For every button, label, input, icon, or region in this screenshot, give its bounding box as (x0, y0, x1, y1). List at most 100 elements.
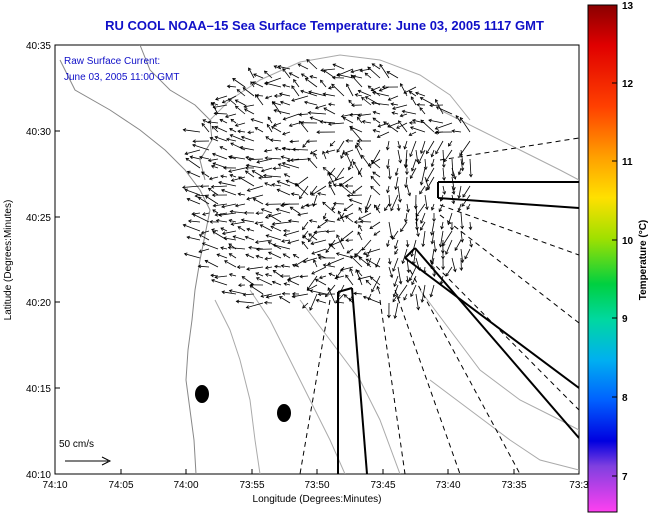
current-vector-head (230, 178, 235, 182)
current-vector (451, 167, 456, 180)
current-vector (445, 266, 453, 277)
current-vector-head (466, 206, 470, 210)
current-vector-head (331, 83, 335, 88)
current-vector-head (435, 98, 439, 103)
current-vector-head (248, 245, 252, 250)
current-vector (301, 73, 309, 79)
current-vector-head (232, 78, 236, 82)
current-vector-head (404, 164, 408, 169)
scale-arrowhead (101, 456, 112, 466)
current-vector (345, 152, 354, 169)
current-vector (358, 90, 372, 97)
current-vector-head (234, 99, 239, 103)
current-vector-head (357, 89, 362, 94)
current-vector-head (354, 93, 359, 97)
current-vector-head (242, 87, 247, 91)
current-vector-head (258, 175, 262, 180)
current-vector (298, 120, 309, 133)
current-vector-head (357, 231, 361, 236)
current-vector (438, 203, 444, 212)
current-vector (215, 275, 228, 278)
current-vector-head (324, 293, 329, 298)
x-tick-label: 73:55 (239, 480, 264, 491)
current-vector-head (332, 201, 337, 206)
current-vector-head (186, 197, 191, 202)
current-vector-head (274, 264, 278, 269)
current-vector-head (273, 108, 278, 113)
current-vector-head (322, 166, 327, 171)
current-vector (282, 68, 291, 79)
current-vector (340, 266, 354, 271)
current-vector-head (228, 218, 233, 223)
current-vector (233, 236, 246, 241)
current-vector-head (460, 225, 464, 230)
current-vector (369, 221, 381, 229)
current-vector-head (267, 214, 272, 218)
current-vector (246, 302, 264, 309)
current-vector-head (406, 269, 411, 274)
current-vector-head (215, 96, 219, 101)
current-vector (187, 198, 201, 205)
current-vector (448, 140, 453, 147)
current-vector (466, 203, 471, 210)
current-vector (255, 221, 264, 224)
current-vector (205, 260, 219, 268)
current-vector (342, 149, 354, 155)
current-vector (184, 253, 201, 259)
current-vector (249, 285, 264, 295)
current-vector-head (286, 158, 291, 163)
current-vector-head (357, 113, 361, 118)
current-vector (392, 293, 399, 302)
current-vector (300, 90, 318, 97)
current-vector-head (260, 208, 265, 212)
current-vector (388, 95, 399, 101)
current-vector (310, 185, 318, 195)
current-vector-head (336, 73, 341, 77)
current-vector-head (246, 196, 251, 201)
current-vector-head (304, 77, 309, 82)
current-vector-head (291, 85, 295, 89)
current-vector-head (204, 259, 209, 264)
current-vector (281, 239, 291, 242)
current-vector (218, 181, 237, 187)
current-vector-head (241, 276, 246, 280)
current-vector-head (403, 90, 408, 94)
current-vector (284, 283, 291, 286)
current-vector-head (246, 267, 250, 271)
current-vector (235, 99, 246, 106)
current-vector-head (435, 150, 439, 155)
current-vector (398, 120, 408, 133)
current-vector-head (404, 184, 408, 189)
current-vector (198, 248, 210, 253)
current-vector-head (298, 112, 302, 117)
current-vector-head (429, 103, 433, 108)
current-vector (350, 127, 363, 142)
y-tick-label: 40:10 (26, 470, 51, 481)
current-vector (307, 284, 318, 291)
current-vector (392, 104, 408, 110)
current-vector-head (311, 271, 315, 275)
current-vector-head (349, 297, 353, 302)
current-vector-head (279, 274, 284, 278)
current-vector (452, 130, 462, 133)
current-vector (395, 176, 399, 190)
current-vector (323, 167, 336, 178)
current-vector (231, 221, 246, 225)
current-vector-head (342, 117, 347, 121)
current-vector-head (320, 79, 324, 84)
current-vector (388, 194, 391, 207)
current-vector-head (249, 285, 254, 289)
current-vector (282, 162, 300, 169)
current-vector-head (468, 174, 473, 178)
current-vector (431, 230, 435, 244)
current-vector (337, 74, 354, 79)
current-vector (400, 113, 408, 117)
current-vector-head (397, 295, 401, 300)
current-vector (410, 96, 417, 106)
current-vector-head (301, 241, 306, 245)
current-vector-head (451, 129, 455, 133)
current-vector (311, 185, 327, 196)
current-vector-head (430, 240, 435, 245)
current-vector-head (411, 167, 415, 172)
current-vector (278, 163, 291, 169)
